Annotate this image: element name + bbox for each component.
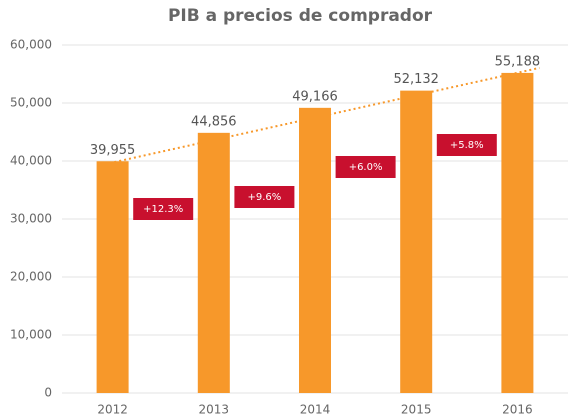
growth-box: [335, 156, 396, 178]
x-tick-label: 2016: [502, 403, 533, 417]
x-tick-label: 2012: [97, 403, 128, 417]
y-tick-label: 50,000: [10, 96, 52, 110]
growth-box: [436, 134, 497, 156]
chart-title: PIB a precios de comprador: [168, 6, 433, 26]
x-tick-label: 2014: [300, 403, 331, 417]
x-tick-label: 2015: [401, 403, 432, 417]
growth-box: [133, 198, 194, 220]
value-label: 44,856: [191, 114, 237, 129]
growth-label: +12.3%: [143, 204, 183, 215]
bar: [197, 132, 230, 393]
y-tick-label: 40,000: [10, 154, 52, 168]
growth-label: +6.0%: [349, 162, 383, 173]
growth-label: +9.6%: [248, 192, 282, 203]
bar: [400, 90, 433, 393]
x-tick-label: 2013: [199, 403, 230, 417]
y-tick-label: 0: [44, 386, 52, 400]
value-label: 49,166: [292, 89, 338, 104]
bar: [501, 72, 534, 393]
value-label: 39,955: [90, 143, 136, 158]
value-label: 52,132: [393, 72, 439, 87]
y-tick-label: 20,000: [10, 270, 52, 284]
value-label: 55,188: [495, 54, 541, 69]
y-tick-label: 60,000: [10, 38, 52, 52]
bar: [96, 161, 129, 393]
bar: [299, 107, 331, 394]
y-tick-label: 10,000: [10, 328, 52, 342]
y-tick-label: 30,000: [10, 212, 52, 226]
growth-label: +5.8%: [450, 140, 484, 151]
growth-box: [234, 186, 295, 208]
trend-line: [104, 66, 540, 166]
